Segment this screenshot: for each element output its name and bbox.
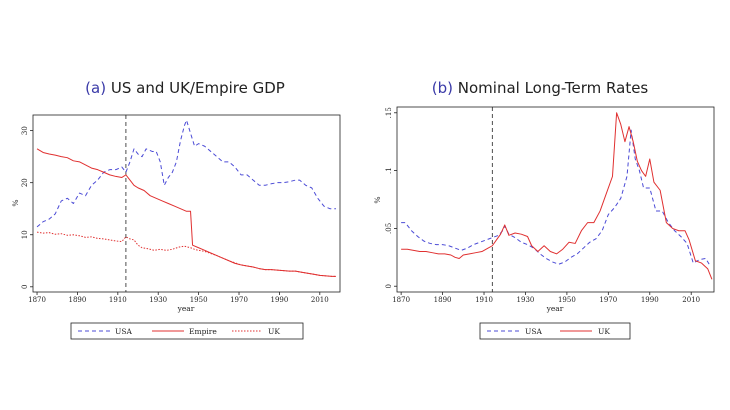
panel-a-x-tick-label: 1950 <box>190 296 208 304</box>
panel-b-y-tick-label: .05 <box>385 223 393 234</box>
panel-b-y-axis-label: % <box>373 196 382 203</box>
panel-b: (b) Nominal Long-Term Rates 1870 1890 1910… <box>373 79 715 340</box>
panel-b-plot-frame <box>396 106 715 293</box>
panel-b-series-layer <box>401 112 713 280</box>
panel-a-title-prefix: (a) <box>85 79 106 97</box>
panel-b-x-tick-label: 2010 <box>682 296 700 304</box>
panel-a-legend-box <box>70 322 304 340</box>
panel-a-legend-label-uk: UK <box>268 327 280 336</box>
panel-a-legend-label-empire: Empire <box>189 327 217 336</box>
panel-a: (a) US and UK/Empire GDP 1870 1890 1910 193… <box>11 79 341 340</box>
panel-a-x-tick-label: 1870 <box>28 296 46 304</box>
panel-b-x-tick-label: 1930 <box>517 296 535 304</box>
panel-b-x-tick-label: 1990 <box>641 296 659 304</box>
panel-a-x-tick-label: 1930 <box>149 296 167 304</box>
panel-a-y-ticks: 0 10 20 30 <box>21 126 33 289</box>
panel-b-legend: USA UK <box>479 322 631 340</box>
panel-a-title: (a) US and UK/Empire GDP <box>85 79 285 97</box>
panel-b-y-ticks: 0 .05 .1 .15 <box>385 107 397 288</box>
panel-a-y-tick-label: 20 <box>21 178 29 187</box>
panel-a-legend: USA Empire UK <box>70 322 304 340</box>
panel-a-legend-label-usa: USA <box>115 327 132 336</box>
panel-a-series-empire-line <box>36 148 336 277</box>
panel-b-title: (b) Nominal Long-Term Rates <box>432 79 649 97</box>
panel-a-y-tick-label: 10 <box>21 230 29 239</box>
panel-b-y-tick-label: 0 <box>385 284 393 288</box>
panel-b-title-prefix: (b) <box>432 79 453 97</box>
panel-b-legend-label-usa: USA <box>525 327 542 336</box>
panel-b-series-uk-line <box>401 112 713 280</box>
panel-b-legend-box <box>479 322 631 340</box>
panel-b-x-axis-label: year <box>546 304 564 313</box>
panel-a-y-axis-label: % <box>11 199 20 206</box>
panel-b-series-usa-line <box>401 129 711 266</box>
panel-a-x-tick-label: 1890 <box>69 296 87 304</box>
panel-a-plot-frame <box>32 114 341 293</box>
panel-b-x-tick-label: 1950 <box>558 296 576 304</box>
panel-a-series-layer <box>36 119 336 277</box>
panel-b-x-tick-label: 1910 <box>475 296 493 304</box>
panel-b-x-tick-label: 1870 <box>392 296 410 304</box>
panel-b-y-tick-label: .15 <box>385 107 393 118</box>
panel-a-x-tick-label: 1970 <box>230 296 248 304</box>
panel-b-y-tick-label: .1 <box>385 167 393 174</box>
panel-a-title-text: US and UK/Empire GDP <box>111 79 285 97</box>
panel-b-x-ticks: 1870 1890 1910 1930 1950 1970 1990 2010 <box>392 292 700 304</box>
panel-a-x-axis-label: year <box>177 304 195 313</box>
panel-b-title-text: Nominal Long-Term Rates <box>458 79 649 97</box>
panel-a-series-uk-line <box>36 231 336 277</box>
panel-a-x-tick-label: 2010 <box>311 296 329 304</box>
panel-a-y-tick-label: 0 <box>21 285 29 289</box>
panel-a-x-ticks: 1870 1890 1910 1930 1950 1970 1990 2010 <box>28 292 329 304</box>
panel-a-series-usa-line <box>36 119 336 228</box>
panel-a-x-tick-label: 1990 <box>270 296 288 304</box>
panel-b-legend-label-uk: UK <box>598 327 610 336</box>
panel-b-x-tick-label: 1970 <box>599 296 617 304</box>
panel-a-x-tick-label: 1910 <box>109 296 127 304</box>
panel-a-y-tick-label: 30 <box>21 126 29 135</box>
panel-b-x-tick-label: 1890 <box>434 296 452 304</box>
